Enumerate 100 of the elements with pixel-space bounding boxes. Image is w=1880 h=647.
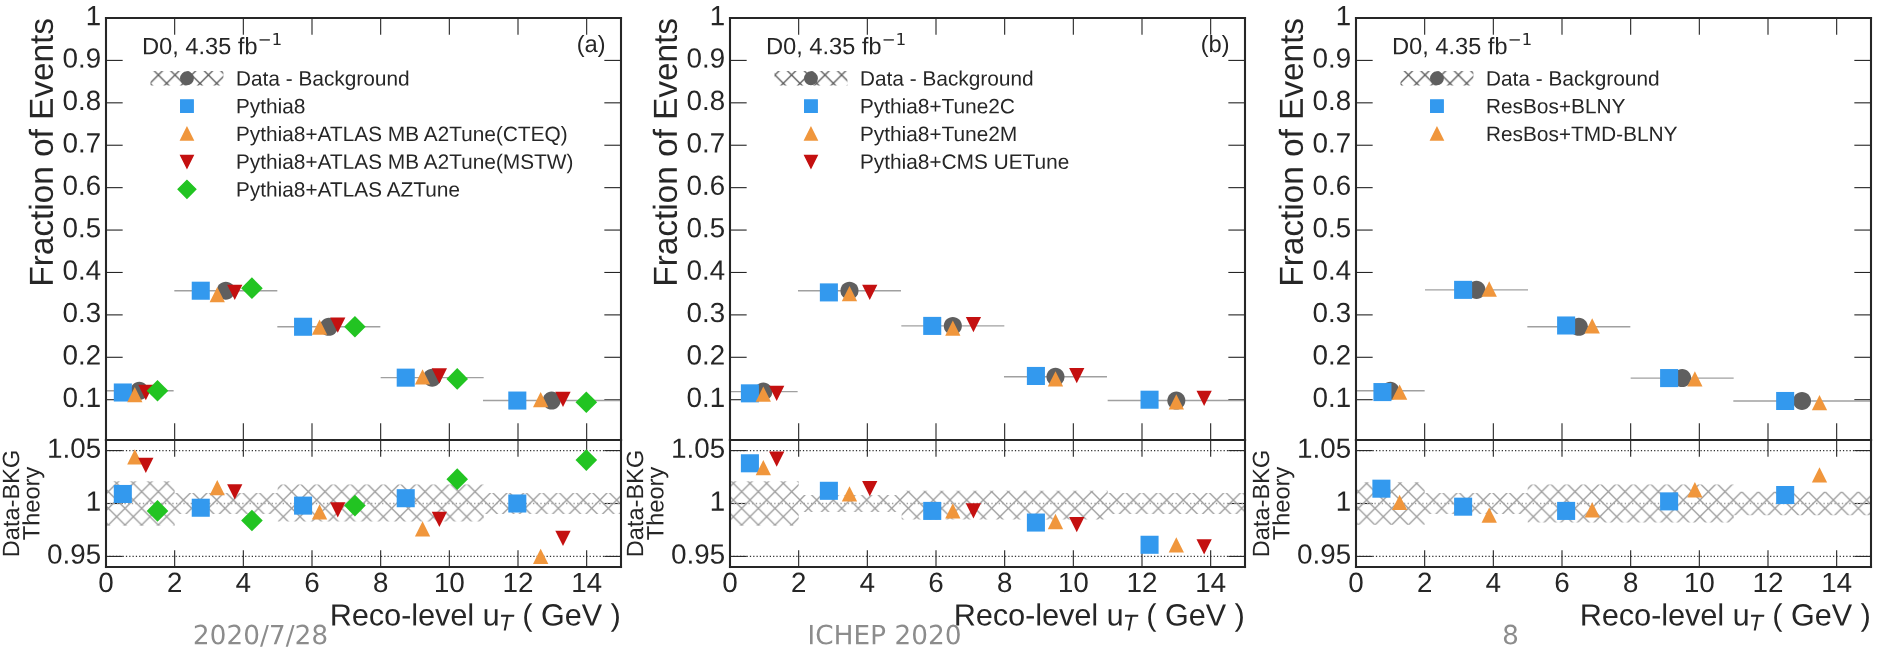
y-tick-label: 0.1 [63, 387, 100, 408]
point [1811, 467, 1828, 483]
x-axis-title: Reco-level u$_{T}$ ( GeV ) [332, 603, 619, 632]
point [841, 486, 858, 502]
point [311, 504, 328, 520]
point [923, 501, 942, 520]
y-tick-label: 0.6 [687, 175, 724, 196]
y-tick-label: 0.8 [63, 90, 100, 111]
y-axis-title: Fraction of Events [1278, 19, 1304, 284]
annotation: (a) [578, 34, 605, 57]
point [769, 385, 785, 401]
y-tick-label: 0.6 [1313, 175, 1350, 196]
point [1373, 383, 1392, 402]
point [146, 500, 169, 522]
legend-label: ResBos+BLNY [1487, 99, 1625, 114]
point [1481, 507, 1497, 523]
legend-label: Data - Background [1487, 70, 1659, 90]
point [1481, 281, 1497, 297]
x-tick-label: 10 [1060, 572, 1088, 593]
y-tick-label: 0.7 [63, 133, 100, 153]
point [1687, 482, 1703, 498]
point [241, 509, 263, 532]
legend-label: Pythia8+ATLAS AZTune [237, 181, 460, 201]
y-tick-label: 1 [711, 6, 724, 26]
point [414, 369, 431, 385]
point [446, 468, 469, 490]
point [113, 383, 132, 402]
point [1196, 539, 1212, 555]
y-tick-label: 1 [711, 491, 724, 511]
legend-label: Pythia8 [237, 98, 305, 118]
legend-label: Pythia8+ATLAS MB A2Tune(CTEQ) [237, 126, 567, 146]
y-tick-label: 1.05 [673, 438, 724, 459]
point [1660, 492, 1679, 511]
point [1557, 316, 1576, 335]
y-tick-label: 0.2 [63, 345, 100, 365]
point [191, 498, 210, 517]
point [1372, 479, 1391, 498]
x-tick-label: 12 [504, 572, 533, 592]
point [1140, 390, 1159, 409]
point [209, 479, 225, 496]
y-tick-label: 0.95 [48, 544, 100, 564]
y-tick-label: 0.3 [63, 302, 100, 323]
point [1454, 280, 1473, 299]
point [1168, 537, 1184, 553]
point [1584, 318, 1600, 334]
x-tick-label: 8 [998, 572, 1012, 593]
point [1811, 395, 1828, 411]
point [1196, 390, 1212, 407]
y-tick-label: 0.6 [63, 175, 100, 196]
point [533, 392, 549, 408]
point [819, 283, 838, 302]
point [330, 502, 346, 518]
x-tick-label: 8 [1624, 572, 1638, 593]
point [414, 521, 431, 537]
legend-label: Data - Background [237, 70, 409, 90]
y-axis-title: Fraction of Events [28, 19, 54, 284]
x-tick-label: 6 [929, 572, 943, 593]
point [862, 481, 878, 497]
point [127, 449, 143, 465]
point [138, 457, 154, 474]
point [396, 489, 415, 508]
y-tick-label: 0.2 [1313, 345, 1350, 365]
legend-label: Data - Background [861, 70, 1033, 90]
point [965, 317, 982, 333]
y-tick-label: 0.4 [1313, 260, 1351, 280]
point [1776, 486, 1795, 505]
y-tick-label: 1 [1337, 6, 1350, 26]
point [862, 284, 878, 301]
text: 8 [1503, 624, 1518, 645]
point [311, 319, 328, 335]
y-tick-label: 0.9 [687, 48, 724, 68]
y-tick-label: 0.95 [672, 544, 724, 564]
y-tick-label: 0.3 [1313, 302, 1350, 323]
y-tick-label: 0.8 [687, 90, 724, 111]
point [508, 494, 527, 513]
y-axis-title: Data-BKG Theory [626, 451, 669, 556]
y-axis-title: Data-BKG Theory [1252, 451, 1295, 556]
point [241, 277, 263, 299]
x-tick-label: 10 [1686, 572, 1714, 593]
y-tick-label: 1.05 [49, 438, 100, 459]
point [819, 481, 838, 500]
x-tick-label: 4 [236, 572, 251, 592]
point [431, 368, 448, 384]
point [575, 391, 598, 414]
x-tick-label: 0 [723, 572, 737, 593]
y-tick-label: 0.2 [687, 345, 724, 365]
point [344, 494, 366, 517]
point [344, 315, 366, 338]
y-tick-label: 0.7 [687, 133, 724, 153]
point [1047, 513, 1064, 530]
x-tick-label: 6 [305, 572, 319, 593]
point [1069, 517, 1085, 533]
point [555, 391, 571, 407]
y-tick-label: 1.05 [1299, 438, 1350, 459]
y-tick-label: 0.4 [63, 260, 101, 280]
point [1584, 502, 1600, 518]
point [431, 511, 448, 528]
point [127, 386, 143, 403]
legend-label: ResBos+TMD-BLNY [1487, 126, 1678, 142]
annotation: (b) [1202, 34, 1229, 57]
